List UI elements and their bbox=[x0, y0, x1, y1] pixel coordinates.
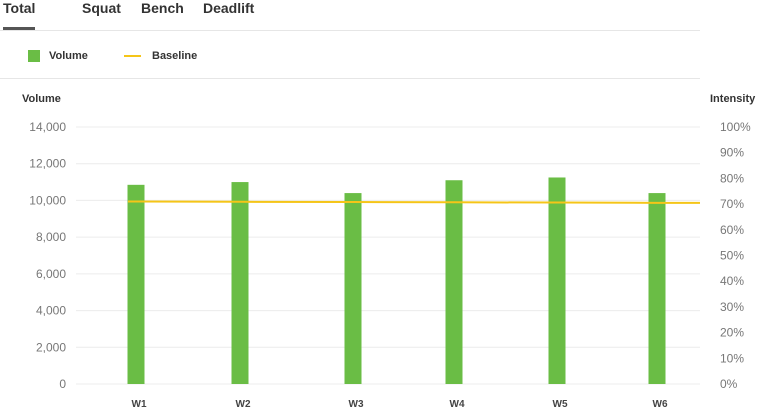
baseline-swatch bbox=[124, 55, 141, 57]
x-tick-label: W4 bbox=[450, 399, 465, 409]
y-tick-label-left: 0 bbox=[59, 377, 66, 391]
legend-label-baseline: Baseline bbox=[152, 50, 198, 62]
chart-legend: Volume Baseline bbox=[0, 30, 700, 79]
baseline-line bbox=[128, 200, 700, 204]
y-tick-label-left: 8,000 bbox=[36, 230, 66, 244]
legend-item-volume[interactable]: Volume bbox=[28, 50, 88, 62]
y-tick-label-right: 100% bbox=[720, 120, 751, 134]
y-tick-label-right: 70% bbox=[720, 197, 744, 211]
y-tick-label-right: 10% bbox=[720, 351, 744, 365]
volume-bar bbox=[445, 180, 463, 384]
tab-squat[interactable]: Squat bbox=[82, 0, 121, 16]
y-tick-label-right: 30% bbox=[720, 300, 744, 314]
volume-bar bbox=[548, 177, 566, 384]
x-tick-label: W1 bbox=[132, 399, 147, 409]
y-tick-label-right: 90% bbox=[720, 146, 744, 160]
y-tick-label-left: 4,000 bbox=[36, 304, 66, 318]
volume-bar bbox=[231, 182, 249, 384]
y-tick-label-left: 10,000 bbox=[29, 193, 66, 207]
x-tick-label: W6 bbox=[653, 399, 668, 409]
y-tick-label-right: 60% bbox=[720, 223, 744, 237]
y-tick-label-left: 14,000 bbox=[29, 120, 66, 134]
y-tick-label-right: 40% bbox=[720, 274, 744, 288]
y-tick-label-right: 50% bbox=[720, 249, 744, 263]
volume-bar bbox=[127, 184, 145, 384]
tab-total[interactable]: Total bbox=[3, 0, 36, 30]
legend-item-baseline[interactable]: Baseline bbox=[124, 50, 197, 62]
y-tick-label-left: 6,000 bbox=[36, 267, 66, 281]
x-tick-label: W5 bbox=[553, 399, 568, 409]
volume-bar bbox=[344, 193, 362, 384]
y-tick-label-right: 80% bbox=[720, 171, 744, 185]
y-tick-label-right: 0% bbox=[720, 377, 738, 391]
tab-bench[interactable]: Bench bbox=[141, 0, 184, 16]
x-tick-label: W3 bbox=[349, 399, 364, 409]
volume-bar bbox=[648, 193, 666, 384]
y-axis-title-right: Intensity bbox=[710, 93, 756, 105]
volume-swatch bbox=[28, 50, 40, 62]
y-tick-label-left: 2,000 bbox=[36, 340, 66, 354]
legend-label-volume: Volume bbox=[49, 50, 88, 62]
y-tick-label-right: 20% bbox=[720, 326, 744, 340]
x-tick-label: W2 bbox=[236, 399, 251, 409]
tab-bar: Total Squat Bench Deadlift bbox=[0, 0, 700, 31]
tab-deadlift[interactable]: Deadlift bbox=[203, 0, 255, 16]
y-tick-label-left: 12,000 bbox=[29, 157, 66, 171]
y-axis-title-left: Volume bbox=[22, 93, 61, 105]
